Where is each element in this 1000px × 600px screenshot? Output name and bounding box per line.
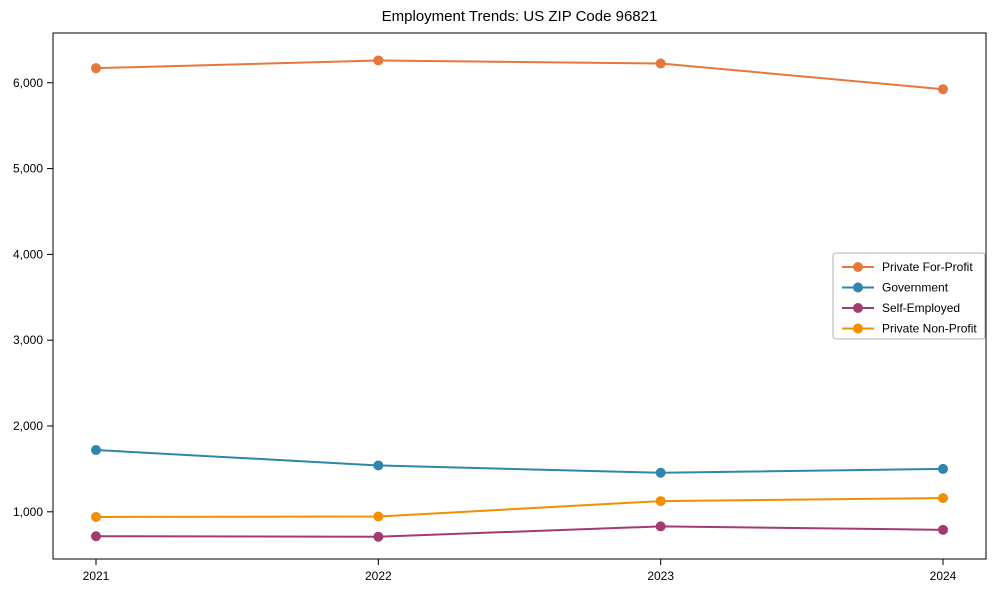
legend-label-private-non-profit: Private Non-Profit (882, 322, 977, 336)
data-point-government-2021 (91, 445, 101, 456)
data-point-government-2023 (655, 467, 666, 478)
legend-marker-self-employed (853, 303, 863, 313)
legend-box (832, 252, 986, 340)
x-axis-tick-label: 2023 (647, 569, 674, 583)
y-axis-tick-label: 6,000 (13, 76, 43, 90)
series-line-private-for-profit (95, 59, 944, 91)
x-axis-tick-label: 2022 (365, 569, 392, 583)
data-point-private-non-profit-2021 (91, 511, 101, 522)
legend-marker-government (853, 282, 863, 293)
y-axis-tick-label: 2,000 (13, 419, 43, 433)
data-point-private-non-profit-2022 (373, 511, 384, 522)
series-line-private-non-profit (95, 497, 944, 518)
chart-title: Employment Trends: US ZIP Code 96821 (381, 8, 658, 25)
data-point-private-for-profit-2023 (655, 58, 666, 69)
data-point-private-for-profit-2022 (373, 55, 384, 66)
legend-marker-private-for-profit (853, 262, 863, 272)
y-axis-tick-label: 4,000 (13, 247, 43, 261)
y-axis-tick-label: 1,000 (13, 505, 43, 519)
series-line-government (95, 449, 944, 474)
data-point-government-2022 (373, 460, 384, 471)
x-axis-tick-label: 2024 (930, 569, 957, 583)
data-point-private-for-profit-2021 (91, 63, 101, 74)
series-line-self-employed (95, 525, 944, 538)
x-axis-tick-label: 2021 (83, 569, 110, 583)
legend-marker-private-non-profit (853, 323, 863, 334)
data-point-government-2024 (938, 463, 948, 474)
data-point-private-for-profit-2024 (938, 84, 948, 95)
data-point-self-employed-2023 (655, 521, 666, 532)
data-point-self-employed-2022 (373, 531, 384, 542)
legend-label-self-employed: Self-Employed (882, 301, 960, 315)
data-point-private-non-profit-2023 (655, 496, 666, 507)
plot-border (52, 32, 987, 560)
data-point-self-employed-2024 (938, 524, 948, 535)
y-axis-tick-label: 5,000 (13, 162, 43, 176)
data-point-self-employed-2021 (91, 531, 101, 542)
legend-label-government: Government (882, 281, 949, 295)
data-point-private-non-profit-2024 (938, 493, 948, 504)
y-axis-tick-label: 3,000 (13, 333, 43, 347)
legend-label-private-for-profit: Private For-Profit (882, 260, 973, 274)
